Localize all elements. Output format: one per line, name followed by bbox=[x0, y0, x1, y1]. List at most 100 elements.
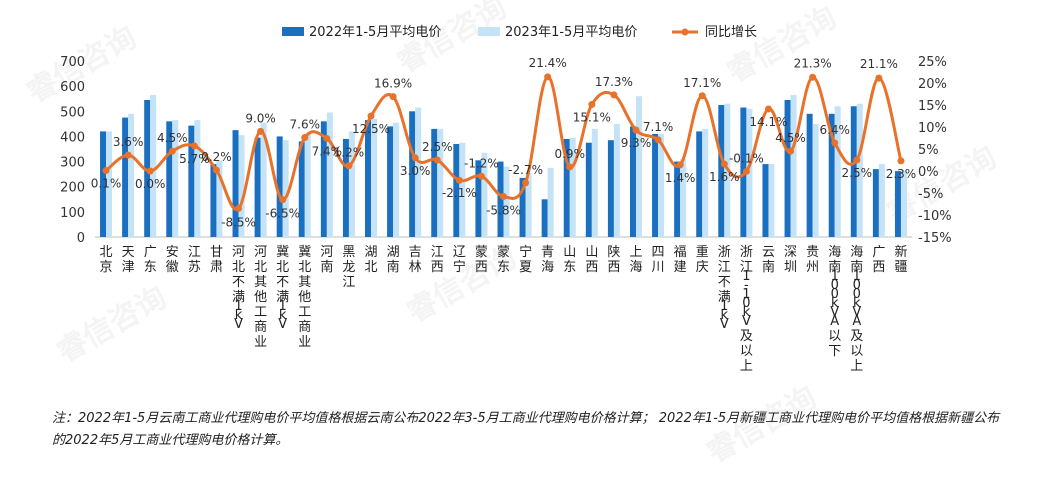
y-right-tick-label: 25% bbox=[918, 55, 947, 70]
growth-marker bbox=[455, 176, 463, 184]
bar-2023 bbox=[260, 122, 267, 237]
bar-2023 bbox=[282, 140, 289, 237]
bar-2022 bbox=[232, 130, 239, 237]
growth-data-label: 14.1% bbox=[749, 115, 787, 129]
growth-data-label: -0.1% bbox=[729, 151, 764, 165]
bar-2022 bbox=[431, 128, 438, 237]
y-left-tick-label: 200 bbox=[60, 181, 85, 196]
bar-2023 bbox=[900, 170, 907, 237]
y-right-tick-label: 10% bbox=[918, 121, 947, 136]
bar-2023 bbox=[172, 120, 179, 237]
bar-2023 bbox=[371, 118, 378, 237]
growth-marker bbox=[168, 147, 176, 155]
growth-data-label: 17.1% bbox=[683, 76, 721, 90]
growth-marker bbox=[654, 136, 662, 144]
growth-data-label: -2.7% bbox=[508, 163, 543, 177]
x-category-label: 山西 bbox=[585, 245, 598, 275]
x-category-label: 冀北不满 1 k V bbox=[276, 244, 289, 332]
growth-data-label: 0.2% bbox=[201, 150, 232, 164]
bar-2022 bbox=[210, 164, 217, 237]
legend-swatch-2022 bbox=[282, 27, 304, 36]
growth-marker bbox=[367, 112, 375, 120]
bar-2023 bbox=[613, 123, 620, 237]
bar-2022 bbox=[166, 121, 173, 237]
x-category-label: 甘肃 bbox=[210, 245, 223, 275]
bar-2022 bbox=[144, 99, 151, 237]
growth-marker bbox=[345, 162, 353, 170]
growth-marker bbox=[124, 151, 132, 159]
bar-2023 bbox=[790, 94, 797, 237]
y-right-tick-label: -15% bbox=[918, 231, 952, 246]
bar-2022 bbox=[806, 113, 813, 237]
bar-2022 bbox=[696, 131, 703, 237]
growth-data-label: 0.0% bbox=[135, 177, 166, 191]
x-category-label: 海南 1 0 0 k V A 以下 bbox=[828, 245, 841, 359]
growth-marker bbox=[500, 193, 507, 201]
growth-data-label: 21.4% bbox=[529, 56, 567, 70]
x-category-label: 辽宁 bbox=[453, 245, 466, 275]
growth-data-label: -1.2% bbox=[464, 156, 499, 170]
growth-marker bbox=[146, 167, 154, 175]
growth-marker bbox=[433, 156, 441, 164]
bar-2023 bbox=[702, 128, 709, 237]
bar-2022 bbox=[453, 143, 460, 237]
bar-2023 bbox=[856, 103, 863, 237]
growth-data-label: 17.3% bbox=[595, 75, 633, 89]
growth-marker bbox=[787, 147, 795, 155]
y-left-tick-label: 300 bbox=[60, 156, 85, 171]
bar-2023 bbox=[326, 112, 333, 237]
x-category-label: 蒙西 bbox=[475, 245, 488, 275]
bar-2023 bbox=[348, 131, 355, 237]
bar-2023 bbox=[680, 159, 687, 237]
growth-marker bbox=[588, 101, 596, 109]
growth-data-label: 1.4% bbox=[665, 171, 696, 185]
x-category-label: 安徽 bbox=[166, 245, 179, 275]
y-right-tick-label: 5% bbox=[918, 143, 939, 158]
bar-2022 bbox=[188, 125, 195, 237]
bar-2022 bbox=[784, 99, 791, 237]
bar-2023 bbox=[459, 142, 466, 237]
bar-2022 bbox=[652, 133, 659, 237]
growth-marker bbox=[301, 134, 309, 142]
bar-2023 bbox=[238, 135, 245, 237]
x-category-label: 重庆 bbox=[696, 244, 709, 275]
growth-data-label: 21.3% bbox=[794, 56, 832, 70]
growth-marker bbox=[477, 172, 485, 180]
bar-2022 bbox=[872, 169, 879, 237]
x-category-label: 深圳 bbox=[784, 245, 797, 275]
legend-swatch-2023 bbox=[478, 27, 500, 36]
growth-data-label: 9.3% bbox=[621, 136, 652, 150]
y-right-tick-label: 20% bbox=[918, 77, 947, 92]
bar-2022 bbox=[850, 106, 857, 237]
x-category-label: 海南 1 0 0 k V A 及以上 bbox=[850, 245, 863, 374]
bar-2022 bbox=[894, 171, 901, 237]
growth-marker bbox=[102, 167, 110, 175]
growth-data-label: 4.5% bbox=[775, 131, 806, 145]
bar-2022 bbox=[320, 121, 327, 237]
growth-data-label: 7.1% bbox=[643, 120, 674, 134]
growth-marker bbox=[411, 154, 419, 162]
y-right-tick-label: 0% bbox=[918, 165, 939, 180]
growth-data-label: 2.5% bbox=[842, 166, 873, 180]
bar-2023 bbox=[216, 160, 223, 237]
growth-marker bbox=[853, 156, 861, 164]
bar-2022 bbox=[387, 126, 394, 237]
growth-marker bbox=[323, 134, 331, 142]
growth-data-label: 16.9% bbox=[374, 77, 412, 91]
x-category-label: 北京 bbox=[100, 245, 113, 275]
x-category-label: 广东 bbox=[144, 245, 157, 275]
bar-2022 bbox=[607, 140, 614, 237]
x-category-label: 广西 bbox=[872, 245, 885, 275]
growth-line bbox=[105, 75, 903, 211]
bar-2022 bbox=[762, 164, 769, 237]
growth-marker bbox=[742, 167, 750, 175]
x-category-label: 江西 bbox=[431, 245, 444, 275]
growth-data-label: 2.5% bbox=[422, 140, 453, 154]
growth-data-label: 5.7% bbox=[179, 152, 210, 166]
legend-label-2023: 2023年1-5月平均电价 bbox=[505, 25, 637, 40]
x-category-label: 陕西 bbox=[607, 245, 620, 275]
x-category-label: 河北其他工商业 bbox=[254, 245, 267, 350]
growth-marker bbox=[720, 160, 728, 168]
bar-2023 bbox=[304, 133, 311, 237]
bar-2023 bbox=[106, 131, 113, 237]
